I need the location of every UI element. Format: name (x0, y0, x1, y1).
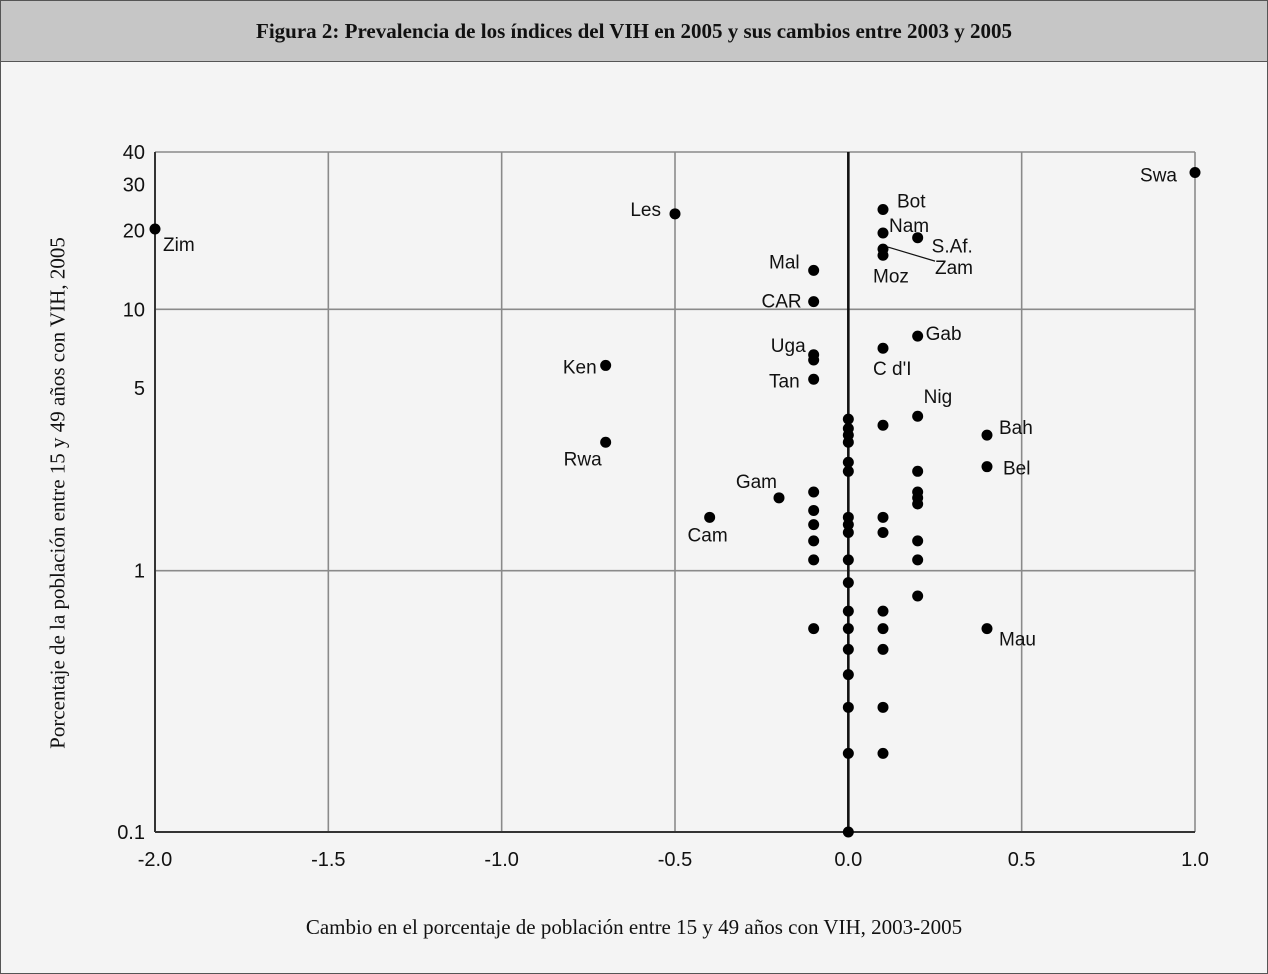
data-point (842, 554, 854, 566)
data-point (912, 498, 924, 510)
point-label: Ken (563, 357, 597, 378)
data-point (877, 227, 889, 239)
data-point (842, 526, 854, 538)
data-point (877, 623, 889, 635)
y-tick-label: 1 (134, 561, 145, 583)
data-point (877, 249, 889, 261)
data-point (842, 519, 854, 531)
data-point (842, 465, 854, 477)
data-point (842, 643, 854, 655)
data-point (842, 747, 854, 759)
point-label: Zam (935, 258, 973, 279)
data-point (877, 204, 889, 216)
data-point (877, 511, 889, 523)
point-label: Gab (926, 324, 962, 345)
point-label: Swa (1140, 165, 1177, 186)
point-label: Uga (771, 336, 806, 357)
point-label: Rwa (564, 449, 602, 470)
data-point (149, 223, 161, 235)
data-point (842, 623, 854, 635)
data-point (912, 465, 924, 477)
y-tick-label: 40 (123, 142, 145, 164)
figure-header: Figura 2: Prevalencia de los índices del… (1, 1, 1267, 62)
x-tick-label: -1.0 (484, 849, 518, 871)
data-point (912, 535, 924, 547)
data-point (877, 747, 889, 759)
data-point (773, 492, 785, 504)
y-tick-label: 5 (134, 378, 145, 400)
point-label: Cam (688, 525, 728, 546)
y-tick-label: 20 (123, 221, 145, 243)
data-point (912, 554, 924, 566)
data-point (877, 605, 889, 617)
data-point (981, 461, 993, 473)
x-tick-label: -0.5 (658, 849, 692, 871)
data-point (877, 701, 889, 713)
data-point (669, 208, 681, 220)
data-point (808, 623, 820, 635)
data-point (877, 526, 889, 538)
point-label: Tan (769, 371, 800, 392)
point-label: Mau (999, 630, 1036, 651)
data-point (912, 330, 924, 342)
point-label: S.Af. (932, 237, 973, 258)
data-point (842, 413, 854, 425)
data-point (912, 232, 924, 244)
data-point (912, 410, 924, 422)
data-point (808, 373, 820, 385)
data-point (600, 436, 612, 448)
data-point (981, 623, 993, 635)
x-tick-label: 0.0 (834, 849, 862, 871)
point-label: Mal (769, 252, 800, 273)
x-tick-label: -1.5 (311, 849, 345, 871)
data-point (808, 504, 820, 516)
data-point (808, 354, 820, 366)
point-label: Nig (924, 387, 953, 408)
data-point (842, 577, 854, 589)
data-point (808, 296, 820, 308)
data-point (808, 519, 820, 531)
data-point (877, 643, 889, 655)
data-point (808, 486, 820, 498)
point-label: Zim (163, 235, 195, 256)
data-point (808, 535, 820, 547)
point-label: Nam (889, 216, 929, 237)
data-point (877, 342, 889, 354)
x-axis-title: Cambio en el porcentaje de población ent… (305, 915, 963, 939)
x-tick-label: -2.0 (138, 849, 172, 871)
data-point (842, 456, 854, 468)
data-point (808, 264, 820, 276)
data-point (842, 701, 854, 713)
data-point (842, 826, 854, 838)
figure-title: Figura 2: Prevalencia de los índices del… (256, 18, 1012, 43)
data-point (981, 429, 993, 441)
point-label: CAR (762, 292, 802, 313)
x-tick-label: 0.5 (1008, 849, 1036, 871)
point-label: Les (630, 200, 661, 221)
y-tick-label: 10 (123, 299, 145, 321)
data-point (842, 605, 854, 617)
data-point (912, 590, 924, 602)
point-label: Bah (999, 418, 1033, 439)
y-tick-label: 30 (123, 175, 145, 197)
data-point (600, 359, 612, 371)
x-tick-label: 1.0 (1181, 849, 1209, 871)
data-point (842, 669, 854, 681)
data-point (808, 554, 820, 566)
zam-leader-line (887, 246, 936, 262)
y-tick-label: 0.1 (117, 822, 145, 844)
data-point (704, 511, 716, 523)
point-label: Moz (873, 266, 909, 287)
point-label: Gam (736, 472, 777, 493)
y-axis-title: Porcentaje de la población entre 15 y 49… (45, 237, 70, 749)
data-point (842, 436, 854, 448)
data-point (877, 419, 889, 431)
point-label: Bot (897, 192, 926, 213)
data-point (1189, 166, 1201, 178)
point-label: Bel (1003, 459, 1030, 480)
point-label: C d'I (873, 359, 911, 380)
